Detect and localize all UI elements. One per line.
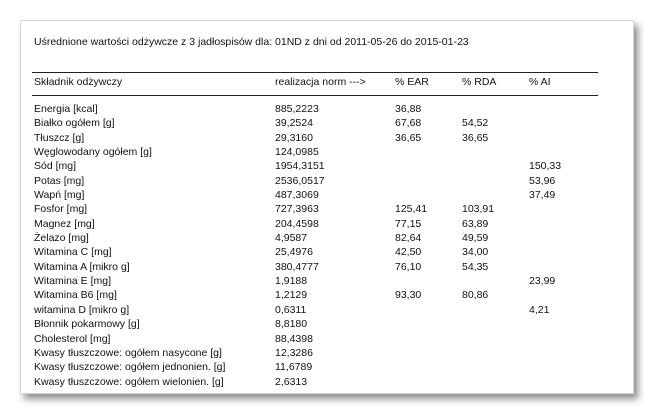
cell-value: 204,4598	[275, 217, 319, 230]
table-row: Wapń [mg] 487,3069 37,49	[34, 188, 604, 202]
cell-value: 0,6311	[275, 303, 307, 316]
cell-value: 1,2129	[275, 289, 308, 302]
cell-rda: 54,52	[462, 117, 489, 130]
cell-nutrient: Kwasy tłuszczowe: ogółem jednonien. [g]	[34, 361, 226, 374]
table-row: Tłuszcz [g] 29,3160 36,65 36,65	[34, 131, 604, 145]
cell-ai: 53,96	[529, 174, 556, 187]
cell-ear: 76,10	[395, 260, 422, 273]
cell-value: 4,9587	[275, 232, 308, 245]
cell-ear: 125,41	[395, 203, 428, 216]
header-top-divider	[32, 72, 598, 73]
cell-nutrient: Energia [kcal]	[34, 103, 98, 115]
cell-nutrient: Błonnik pokarmowy [g]	[34, 318, 140, 331]
cell-value: 487,3069	[275, 189, 319, 202]
cell-value: 124,0985	[275, 146, 319, 159]
table-row: Magnez [mg] 204,4598 77,15 63,89	[34, 217, 604, 231]
table-row: Kwasy tłuszczowe: ogółem nasycone [g] 12,…	[34, 346, 604, 360]
cell-value: 2,6313	[275, 375, 308, 388]
cell-value: 25,4976	[275, 246, 313, 259]
cell-nutrient: Witamina E [mg]	[34, 275, 112, 288]
report-title: Uśrednione wartości odżywcze z 3 jadłosp…	[34, 36, 469, 48]
cell-value: 12,3286	[275, 346, 313, 359]
cell-ai: 4,21	[529, 303, 550, 316]
table-row: witamina D [mikro g] 0,6311 4,21	[34, 303, 604, 317]
cell-rda: 54,35	[462, 260, 489, 273]
cell-ear: 67,68	[395, 117, 422, 130]
table-row: Witamina B6 [mg] 1,2129 93,30 80,86	[34, 288, 604, 302]
cell-ear: 42,50	[395, 246, 422, 259]
cell-value: 1,9188	[275, 275, 308, 288]
cell-value: 885,2223	[275, 103, 319, 115]
cell-value: 2536,0517	[275, 174, 325, 187]
cell-ear: 36,88	[395, 103, 422, 115]
cell-ear: 77,15	[395, 217, 422, 230]
cell-rda: 80,86	[462, 289, 489, 302]
table-row: Kwasy tłuszczowe: ogółem jednonien. [g] 1…	[34, 360, 604, 374]
header-bottom-divider	[32, 95, 598, 96]
cell-ai: 23,99	[529, 275, 556, 288]
cell-value: 29,3160	[275, 131, 313, 144]
cell-nutrient: Witamina A [mikro g]	[34, 260, 130, 273]
cell-value: 380,4777	[275, 260, 319, 273]
cell-nutrient: Żelazo [mg]	[34, 232, 89, 245]
cell-value: 8,8180	[275, 318, 308, 331]
table-row: Energia [kcal] 885,2223 36,88	[34, 102, 604, 116]
table-body: Energia [kcal] 885,2223 36,88 Białko ogółem…	[34, 102, 604, 389]
cell-nutrient: Witamina C [mg]	[34, 246, 112, 259]
cell-nutrient: Wapń [mg]	[34, 189, 85, 202]
cell-value: 1954,3151	[275, 160, 325, 173]
header-ai: % AI	[529, 76, 551, 88]
cell-nutrient: Białko ogółem [g]	[34, 117, 115, 130]
table-row: Witamina A [mikro g] 380,4777 76,10 54,35	[34, 260, 604, 274]
cell-value: 11,6789	[275, 361, 313, 374]
table-row: Węglowodany ogółem [g] 124,0985	[34, 145, 604, 159]
report-sheet: Uśrednione wartości odżywcze z 3 jadłosp…	[20, 20, 634, 394]
table-row: Witamina E [mg] 1,9188 23,99	[34, 274, 604, 288]
cell-nutrient: Fosfor [mg]	[34, 203, 88, 216]
cell-nutrient: Magnez [mg]	[34, 217, 95, 230]
cell-value: 88,4398	[275, 332, 313, 345]
cell-ear: 82,64	[395, 232, 422, 245]
cell-nutrient: Tłuszcz [g]	[34, 131, 85, 144]
table-row: Witamina C [mg] 25,4976 42,50 34,00	[34, 245, 604, 259]
table-row: Błonnik pokarmowy [g] 8,8180	[34, 317, 604, 331]
table-header: Składnik odżywczy realizacja norm ---> %…	[34, 76, 604, 90]
table-row: Potas [mg] 2536,0517 53,96	[34, 174, 604, 188]
table-row: Fosfor [mg] 727,3963 125,41 103,91	[34, 202, 604, 216]
table-row: Sód [mg] 1954,3151 150,33	[34, 159, 604, 173]
header-nutrient: Składnik odżywczy	[34, 76, 123, 88]
cell-nutrient: Kwasy tłuszczowe: ogółem wielonien. [g]	[34, 375, 224, 388]
cell-rda: 103,91	[462, 203, 495, 216]
header-ear: % EAR	[395, 76, 429, 88]
cell-value: 39,2524	[275, 117, 313, 130]
cell-nutrient: Cholesterol [mg]	[34, 332, 111, 345]
header-rda: % RDA	[462, 76, 497, 88]
cell-nutrient: Sód [mg]	[34, 160, 77, 173]
table-row: Kwasy tłuszczowe: ogółem wielonien. [g] 2…	[34, 375, 604, 389]
cell-ai: 37,49	[529, 189, 556, 202]
table-row: Cholesterol [mg] 88,4398	[34, 332, 604, 346]
cell-nutrient: Węglowodany ogółem [g]	[34, 146, 152, 159]
cell-nutrient: Potas [mg]	[34, 174, 85, 187]
cell-nutrient: witamina D [mikro g]	[34, 303, 130, 316]
cell-rda: 49,59	[462, 232, 489, 245]
table-row: Białko ogółem [g] 39,2524 67,68 54,52	[34, 116, 604, 130]
cell-nutrient: Kwasy tłuszczowe: ogółem nasycone [g]	[34, 346, 222, 359]
cell-nutrient: Witamina B6 [mg]	[34, 289, 117, 302]
cell-rda: 36,65	[462, 131, 489, 144]
cell-rda: 63,89	[462, 217, 489, 230]
cell-value: 727,3963	[275, 203, 319, 216]
cell-ai: 150,33	[529, 160, 562, 173]
cell-rda: 34,00	[462, 246, 489, 259]
header-norm-realization: realizacja norm --->	[275, 76, 366, 88]
cell-ear: 36,65	[395, 131, 422, 144]
cell-ear: 93,30	[395, 289, 422, 302]
table-row: Żelazo [mg] 4,9587 82,64 49,59	[34, 231, 604, 245]
